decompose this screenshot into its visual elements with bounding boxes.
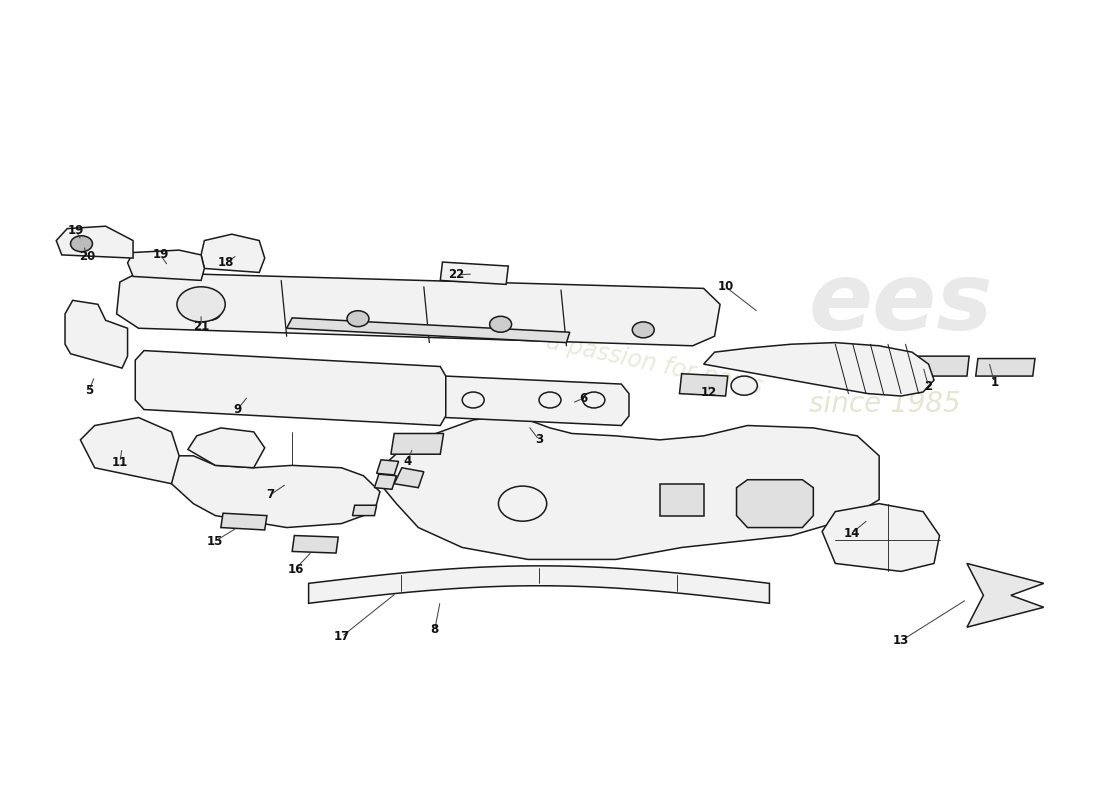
Circle shape — [177, 286, 225, 322]
Polygon shape — [201, 234, 265, 273]
Text: since 1985: since 1985 — [808, 390, 960, 418]
Polygon shape — [287, 318, 570, 342]
Polygon shape — [440, 262, 508, 285]
Polygon shape — [352, 506, 376, 515]
Circle shape — [539, 392, 561, 408]
Polygon shape — [438, 376, 629, 426]
Text: 14: 14 — [844, 526, 860, 540]
Text: ees: ees — [808, 258, 993, 350]
Polygon shape — [309, 566, 769, 603]
Polygon shape — [660, 484, 704, 515]
Text: 19: 19 — [152, 249, 168, 262]
Polygon shape — [188, 428, 265, 468]
Text: 21: 21 — [192, 320, 209, 333]
Text: 19: 19 — [68, 225, 85, 238]
Polygon shape — [65, 300, 128, 368]
Polygon shape — [390, 434, 443, 454]
Polygon shape — [128, 250, 205, 281]
Text: 17: 17 — [333, 630, 350, 643]
Polygon shape — [379, 416, 879, 559]
Circle shape — [490, 316, 512, 332]
Circle shape — [70, 236, 92, 252]
Text: 4: 4 — [404, 455, 411, 468]
Text: 15: 15 — [207, 534, 223, 548]
Polygon shape — [680, 374, 728, 396]
Polygon shape — [822, 504, 939, 571]
Polygon shape — [394, 468, 424, 488]
Circle shape — [732, 376, 758, 395]
Circle shape — [346, 310, 368, 326]
Circle shape — [498, 486, 547, 521]
Circle shape — [583, 392, 605, 408]
Text: 18: 18 — [218, 256, 234, 270]
Polygon shape — [80, 418, 179, 484]
Text: 2: 2 — [924, 380, 933, 393]
Polygon shape — [374, 474, 396, 490]
Text: 7: 7 — [266, 488, 274, 502]
Circle shape — [462, 392, 484, 408]
Text: 13: 13 — [893, 634, 910, 647]
Polygon shape — [117, 273, 721, 346]
Text: 9: 9 — [233, 403, 241, 416]
Polygon shape — [901, 356, 969, 376]
Text: 22: 22 — [449, 268, 465, 282]
Text: 20: 20 — [79, 250, 95, 263]
Polygon shape — [737, 480, 813, 527]
Text: a passion for parts: a passion for parts — [543, 330, 764, 398]
Circle shape — [199, 304, 221, 320]
Polygon shape — [135, 350, 446, 426]
Polygon shape — [293, 535, 338, 553]
Polygon shape — [172, 456, 380, 527]
Polygon shape — [376, 460, 398, 475]
Text: 16: 16 — [287, 562, 304, 575]
Circle shape — [632, 322, 654, 338]
Text: 5: 5 — [85, 384, 94, 397]
Polygon shape — [221, 514, 267, 530]
Polygon shape — [704, 342, 934, 396]
Text: 8: 8 — [431, 623, 439, 636]
Polygon shape — [967, 563, 1044, 627]
Text: 11: 11 — [112, 456, 128, 469]
Polygon shape — [56, 226, 133, 258]
Text: 3: 3 — [535, 434, 543, 446]
Polygon shape — [976, 358, 1035, 376]
Text: 6: 6 — [579, 392, 587, 405]
Text: 12: 12 — [701, 386, 717, 398]
Text: 10: 10 — [717, 280, 734, 294]
Text: 1: 1 — [990, 376, 999, 389]
